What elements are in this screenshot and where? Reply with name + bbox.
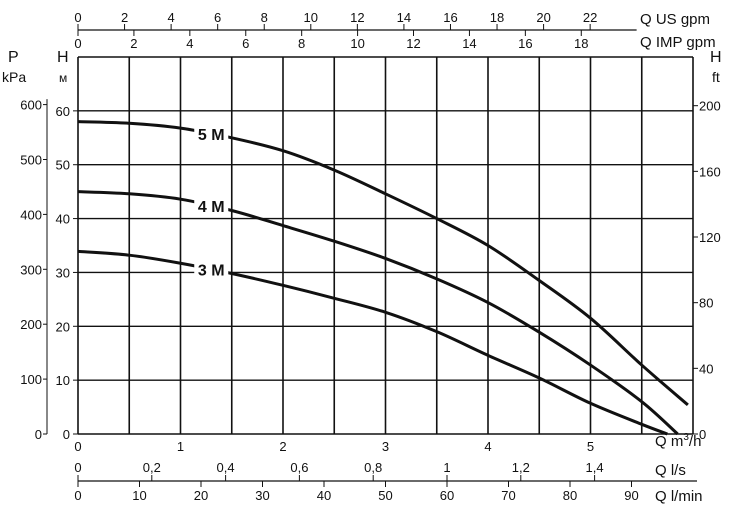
us-gpm-tick-label: 4 xyxy=(168,10,175,25)
ls-tick-label: 1,2 xyxy=(512,460,530,475)
ls-tick-label: 1,4 xyxy=(586,460,604,475)
imp-gpm-tick-label: 4 xyxy=(186,36,193,51)
h-axis-title: H xyxy=(57,49,69,66)
curve-4m xyxy=(77,190,679,436)
h-tick-label: 50 xyxy=(56,158,70,173)
us-gpm-tick-label: 8 xyxy=(261,10,268,25)
curve-label: 3 M xyxy=(198,262,225,279)
curve-label-bg xyxy=(194,122,229,143)
us-gpm-tick-label: 14 xyxy=(397,10,411,25)
ls-label: Q l/s xyxy=(655,462,686,479)
ft-tick-label: 0 xyxy=(699,427,706,442)
curve-label: 5 M xyxy=(198,127,225,144)
curve-label-bg xyxy=(194,258,229,279)
ft-axis-title: H xyxy=(710,49,722,66)
kpa-tick-label: 600 xyxy=(20,98,42,113)
lmin-tick-label: 80 xyxy=(563,488,577,503)
curve-label-bg xyxy=(194,194,229,215)
kpa-tick-label: 100 xyxy=(20,372,42,387)
ls-tick-label: 0 xyxy=(74,460,81,475)
imp-gpm-tick-label: 2 xyxy=(130,36,137,51)
us-gpm-tick-label: 0 xyxy=(74,10,81,25)
lmin-tick-label: 10 xyxy=(132,488,146,503)
ls-tick-label: 0,2 xyxy=(143,460,161,475)
h-tick-label: 30 xyxy=(56,265,70,280)
us-gpm-label: Q US gpm xyxy=(640,11,710,28)
p-axis-unit: kPa xyxy=(2,69,26,85)
p-axis-title: P xyxy=(8,49,19,66)
h-axis-unit: м xyxy=(59,71,67,85)
curve-3m xyxy=(77,249,668,436)
us-gpm-tick-label: 6 xyxy=(214,10,221,25)
lmin-tick-label: 50 xyxy=(378,488,392,503)
lmin-tick-label: 90 xyxy=(624,488,638,503)
ls-tick-label: 0,6 xyxy=(290,460,308,475)
imp-gpm-tick-label: 12 xyxy=(406,36,420,51)
h-tick-label: 40 xyxy=(56,212,70,227)
h-tick-label: 20 xyxy=(56,319,70,334)
us-gpm-tick-label: 16 xyxy=(443,10,457,25)
ls-tick-label: 1 xyxy=(443,460,450,475)
kpa-tick-label: 300 xyxy=(20,262,42,277)
h-tick-label: 10 xyxy=(56,373,70,388)
ft-tick-label: 120 xyxy=(699,230,721,245)
us-gpm-tick-label: 20 xyxy=(536,10,550,25)
imp-gpm-tick-label: 18 xyxy=(574,36,588,51)
lmin-tick-label: 0 xyxy=(74,488,81,503)
curve-5m xyxy=(77,120,689,407)
x-tick-label: 1 xyxy=(177,439,184,454)
curves: 5 M 4 M 3 M xyxy=(77,120,689,436)
lmin-label: Q l/min xyxy=(655,488,703,505)
imp-gpm-tick-label: 0 xyxy=(74,36,81,51)
h-tick-label: 0 xyxy=(63,427,70,442)
lmin-tick-label: 70 xyxy=(501,488,515,503)
imp-gpm-tick-label: 8 xyxy=(298,36,305,51)
imp-gpm-tick-label: 14 xyxy=(462,36,476,51)
lmin-tick-label: 40 xyxy=(317,488,331,503)
h-tick-label: 60 xyxy=(56,104,70,119)
us-gpm-tick-label: 18 xyxy=(490,10,504,25)
us-gpm-tick-label: 2 xyxy=(121,10,128,25)
imp-gpm-tick-label: 10 xyxy=(350,36,364,51)
lmin-tick-label: 60 xyxy=(440,488,454,503)
us-gpm-tick-label: 12 xyxy=(350,10,364,25)
kpa-tick-label: 500 xyxy=(20,152,42,167)
imp-gpm-tick-label: 16 xyxy=(518,36,532,51)
lmin-tick-label: 20 xyxy=(194,488,208,503)
lmin-tick-label: 30 xyxy=(255,488,269,503)
ls-tick-label: 0,8 xyxy=(364,460,382,475)
x-tick-label: 4 xyxy=(484,439,491,454)
kpa-tick-label: 0 xyxy=(35,427,42,442)
us-gpm-tick-label: 22 xyxy=(583,10,597,25)
ft-tick-label: 160 xyxy=(699,164,721,179)
imp-gpm-label: Q IMP gpm xyxy=(640,34,716,51)
kpa-tick-label: 200 xyxy=(20,317,42,332)
m3h-label-sup: 3 xyxy=(683,432,689,443)
us-gpm-tick-label: 10 xyxy=(304,10,318,25)
kpa-tick-label: 400 xyxy=(20,207,42,222)
curve-label: 4 M xyxy=(198,199,225,216)
imp-gpm-tick-label: 6 xyxy=(242,36,249,51)
ft-tick-label: 80 xyxy=(699,296,713,311)
ls-tick-label: 0,4 xyxy=(217,460,235,475)
ft-tick-label: 200 xyxy=(699,99,721,114)
m3h-label-tail: /h xyxy=(689,433,702,450)
x-tick-label: 0 xyxy=(74,439,81,454)
m3h-label-main: Q m xyxy=(655,433,683,450)
x-tick-label: 5 xyxy=(587,439,594,454)
ft-tick-label: 40 xyxy=(699,361,713,376)
grid xyxy=(77,56,694,435)
x-tick-label: 3 xyxy=(382,439,389,454)
ft-axis-unit: ft xyxy=(712,69,720,85)
axes: 0102030405060010020030040050060004080120… xyxy=(20,10,720,503)
m3h-label: Q m3/h xyxy=(655,432,701,450)
x-tick-label: 2 xyxy=(279,439,286,454)
